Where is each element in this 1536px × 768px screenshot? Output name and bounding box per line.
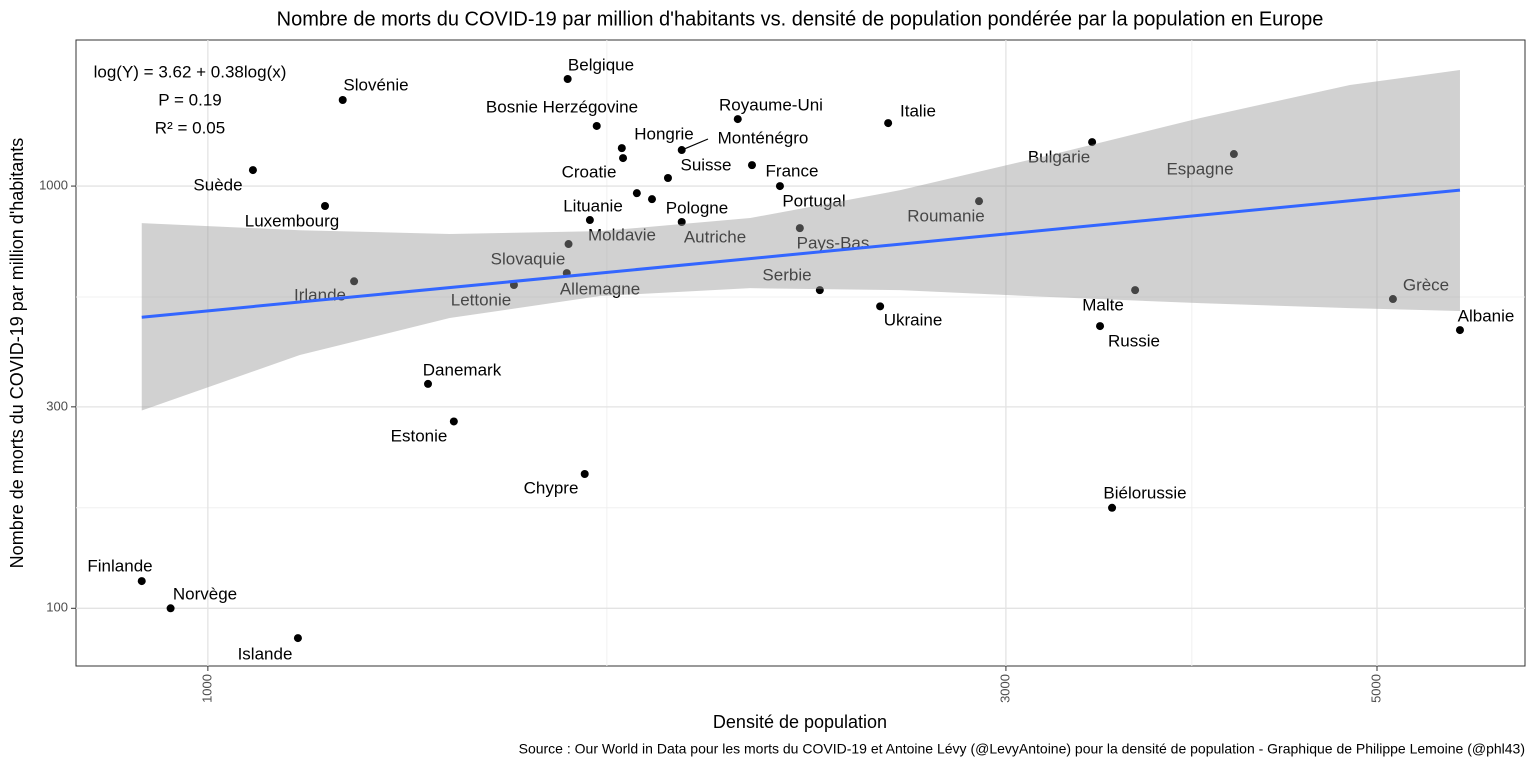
x-tick-label: 5000 <box>1368 674 1383 703</box>
point <box>795 224 804 233</box>
y-tick-label: 100 <box>46 600 68 615</box>
y-tick-label: 300 <box>46 398 68 413</box>
point <box>617 144 626 153</box>
point-label: Islande <box>238 644 293 663</box>
point <box>632 189 641 198</box>
point <box>137 577 146 586</box>
point <box>815 286 824 295</box>
annotation: log(Y) = 3.62 + 0.38log(x) <box>94 62 287 81</box>
point-label: Portugal <box>782 191 845 210</box>
point-label: Finlande <box>87 556 152 575</box>
point <box>647 195 656 204</box>
point <box>1131 286 1140 295</box>
point-label: Allemagne <box>560 279 640 298</box>
point <box>585 216 594 225</box>
point-label: Moldavie <box>588 225 656 244</box>
point <box>1096 322 1105 331</box>
point-label: Roumanie <box>907 206 985 225</box>
point <box>975 197 984 206</box>
point <box>747 161 756 170</box>
point-label: Serbie <box>762 265 811 284</box>
point <box>677 218 686 227</box>
fit-line <box>141 188 1461 319</box>
point-label: Albanie <box>1458 306 1515 325</box>
point-label: Slovénie <box>343 75 408 94</box>
point-label: Estonie <box>391 426 448 445</box>
point <box>876 302 885 311</box>
point <box>563 75 572 84</box>
panel <box>75 39 1526 667</box>
point-label: Suisse <box>680 155 731 174</box>
x-tick-label: 1000 <box>199 674 214 703</box>
point <box>884 119 893 128</box>
point-label: Russie <box>1108 331 1160 350</box>
point <box>1388 295 1397 304</box>
point <box>293 634 302 643</box>
point-label: Hongrie <box>634 124 694 143</box>
point-label: Malte <box>1082 295 1124 314</box>
point <box>592 121 601 130</box>
confidence-band <box>141 70 1460 411</box>
x-tick-label: 3000 <box>997 674 1012 703</box>
point-label: Slovaquie <box>491 249 566 268</box>
point-label: Lettonie <box>451 290 512 309</box>
point <box>166 604 175 613</box>
point <box>1229 150 1238 159</box>
point-label: Luxembourg <box>245 211 340 230</box>
point-label: Pologne <box>666 198 728 217</box>
point <box>1088 138 1097 147</box>
label-connector <box>681 138 709 151</box>
point-label: Danemark <box>423 360 502 379</box>
point-label: Biélorussie <box>1103 483 1186 502</box>
point-label: Royaume-Uni <box>719 95 823 114</box>
point <box>424 379 433 388</box>
point <box>619 154 628 163</box>
point-label: Croatie <box>562 162 617 181</box>
annotation: R² = 0.05 <box>155 118 225 137</box>
point <box>321 202 330 211</box>
point <box>564 240 573 249</box>
point <box>449 417 458 426</box>
point-label: Ukraine <box>884 310 943 329</box>
point-label: Belgique <box>568 55 634 74</box>
point-label: Espagne <box>1166 159 1233 178</box>
point <box>580 469 589 478</box>
point-label: Grèce <box>1403 275 1449 294</box>
point <box>338 96 347 105</box>
point <box>350 277 359 286</box>
point <box>663 174 672 183</box>
caption: Source : Our World in Data pour les mort… <box>519 741 1525 757</box>
point-label: Lituanie <box>563 196 623 215</box>
point-label: Autriche <box>684 227 746 246</box>
point <box>733 115 742 124</box>
point <box>775 182 784 191</box>
point-label: Bosnie Herzégovine <box>486 97 638 116</box>
point <box>1108 503 1117 512</box>
chart-title: Nombre de morts du COVID-19 par million … <box>277 8 1324 30</box>
annotation: P = 0.19 <box>158 90 222 109</box>
point-label: Monténégro <box>718 128 809 147</box>
point-label: Italie <box>900 101 936 120</box>
point-label: Bulgarie <box>1028 147 1090 166</box>
y-axis-title: Nombre de morts du COVID-19 par million … <box>7 138 27 569</box>
point-label: Suède <box>193 175 242 194</box>
y-tick-label: 1000 <box>39 178 68 193</box>
point-label: Norvège <box>173 584 237 603</box>
point <box>1455 326 1464 335</box>
point-label: France <box>766 161 819 180</box>
point <box>248 166 257 175</box>
point-label: Chypre <box>524 478 579 497</box>
x-axis-title: Densité de population <box>713 712 887 732</box>
